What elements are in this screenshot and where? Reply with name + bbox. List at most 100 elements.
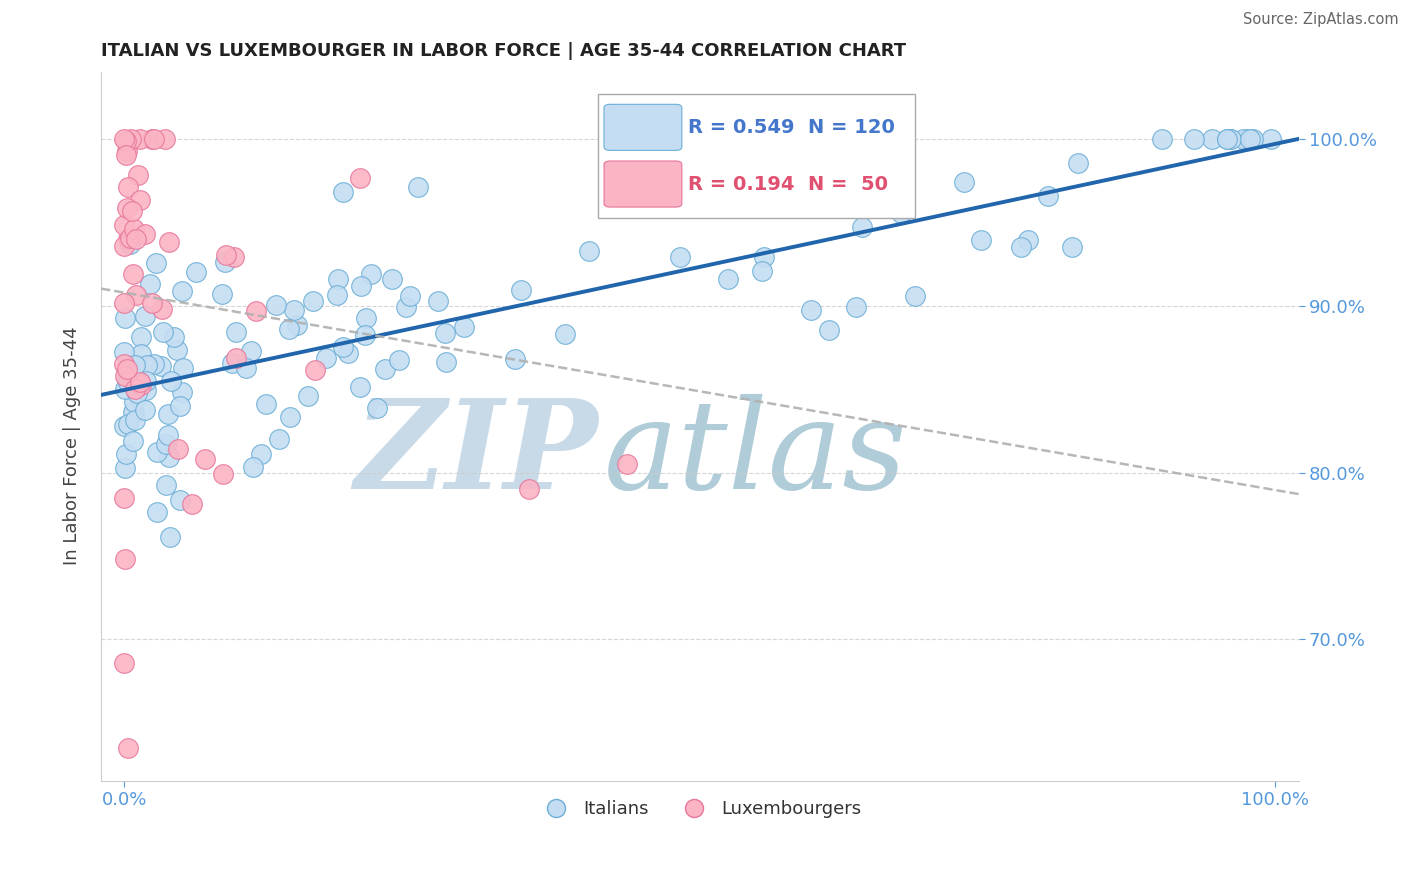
Point bbox=[254, 397, 277, 411]
Point bbox=[134, 227, 156, 242]
Point bbox=[211, 287, 233, 301]
Point bbox=[114, 461, 136, 475]
Point bbox=[128, 132, 150, 146]
FancyBboxPatch shape bbox=[605, 104, 682, 151]
Point bbox=[969, 233, 991, 247]
Point bbox=[134, 402, 156, 417]
Point bbox=[143, 357, 166, 371]
Point bbox=[117, 740, 139, 755]
Point bbox=[114, 447, 136, 461]
Point bbox=[1219, 132, 1241, 146]
Text: ITALIAN VS LUXEMBOURGER IN LABOR FORCE | AGE 35-44 CORRELATION CHART: ITALIAN VS LUXEMBOURGER IN LABOR FORCE |… bbox=[101, 42, 907, 60]
Point bbox=[152, 325, 174, 339]
Point bbox=[235, 361, 257, 376]
Point bbox=[211, 467, 233, 482]
Point bbox=[278, 410, 301, 425]
Point bbox=[326, 288, 349, 302]
Text: In Labor Force | Age 35-44: In Labor Force | Age 35-44 bbox=[63, 326, 82, 566]
Legend: Italians, Luxembourgers: Italians, Luxembourgers bbox=[531, 793, 869, 825]
Point bbox=[141, 296, 163, 310]
Point bbox=[121, 204, 143, 219]
Point bbox=[112, 345, 135, 359]
Point bbox=[114, 296, 136, 310]
Point bbox=[115, 134, 138, 148]
Point bbox=[114, 551, 136, 566]
Point bbox=[194, 452, 217, 467]
Point bbox=[434, 355, 457, 369]
Text: ZIP: ZIP bbox=[354, 394, 598, 516]
Point bbox=[122, 406, 145, 420]
Point bbox=[129, 375, 152, 389]
Point bbox=[136, 358, 159, 372]
Point bbox=[125, 232, 148, 246]
Point bbox=[118, 237, 141, 252]
Point bbox=[166, 343, 188, 358]
Point bbox=[1201, 132, 1223, 146]
Point bbox=[1232, 132, 1254, 146]
Point bbox=[157, 427, 180, 442]
Point bbox=[129, 330, 152, 344]
Point bbox=[669, 250, 692, 264]
Point bbox=[125, 288, 148, 302]
Point bbox=[1215, 132, 1237, 146]
Point bbox=[1182, 132, 1205, 146]
Point bbox=[751, 263, 773, 277]
Point bbox=[149, 359, 172, 374]
Point bbox=[124, 358, 146, 372]
Point bbox=[890, 206, 912, 220]
Point bbox=[115, 202, 138, 216]
Point bbox=[143, 132, 166, 146]
Point bbox=[799, 302, 821, 317]
Point bbox=[283, 303, 305, 318]
Point bbox=[285, 318, 308, 332]
Point bbox=[145, 505, 167, 519]
Point bbox=[350, 279, 373, 293]
Point bbox=[517, 482, 540, 496]
Point bbox=[221, 356, 243, 370]
Point bbox=[127, 386, 149, 401]
Point bbox=[112, 239, 135, 253]
Point bbox=[120, 231, 142, 245]
Point bbox=[117, 375, 139, 389]
Point bbox=[1150, 132, 1173, 146]
Text: R = 0.194: R = 0.194 bbox=[688, 175, 794, 194]
Point bbox=[354, 310, 377, 325]
Point bbox=[112, 132, 135, 146]
Point bbox=[131, 347, 153, 361]
Point bbox=[120, 132, 142, 146]
Point bbox=[337, 346, 360, 360]
Point bbox=[127, 168, 149, 182]
Point bbox=[160, 374, 183, 388]
Point bbox=[606, 196, 628, 211]
Point bbox=[166, 442, 188, 456]
Point bbox=[135, 383, 157, 397]
Point bbox=[1239, 132, 1261, 146]
Point bbox=[139, 277, 162, 291]
Point bbox=[578, 244, 600, 259]
Point bbox=[395, 300, 418, 314]
Point bbox=[851, 219, 873, 234]
Point bbox=[1017, 233, 1039, 247]
Point bbox=[381, 272, 404, 286]
Point bbox=[214, 248, 236, 262]
Point bbox=[616, 457, 638, 471]
Point bbox=[332, 185, 354, 199]
Point bbox=[155, 437, 177, 451]
Point bbox=[170, 284, 193, 298]
Point bbox=[146, 445, 169, 459]
Point bbox=[1236, 132, 1258, 146]
Point bbox=[434, 326, 457, 340]
Point bbox=[250, 447, 273, 461]
Point bbox=[122, 405, 145, 419]
Point bbox=[503, 351, 526, 366]
Text: atlas: atlas bbox=[605, 394, 907, 516]
Text: N =  50: N = 50 bbox=[807, 175, 887, 194]
Point bbox=[225, 325, 247, 339]
Point bbox=[163, 330, 186, 344]
Point bbox=[374, 362, 396, 376]
Point bbox=[427, 293, 450, 308]
Point bbox=[222, 250, 245, 264]
Point bbox=[129, 377, 152, 392]
Point bbox=[112, 419, 135, 434]
Text: Source: ZipAtlas.com: Source: ZipAtlas.com bbox=[1243, 12, 1399, 27]
